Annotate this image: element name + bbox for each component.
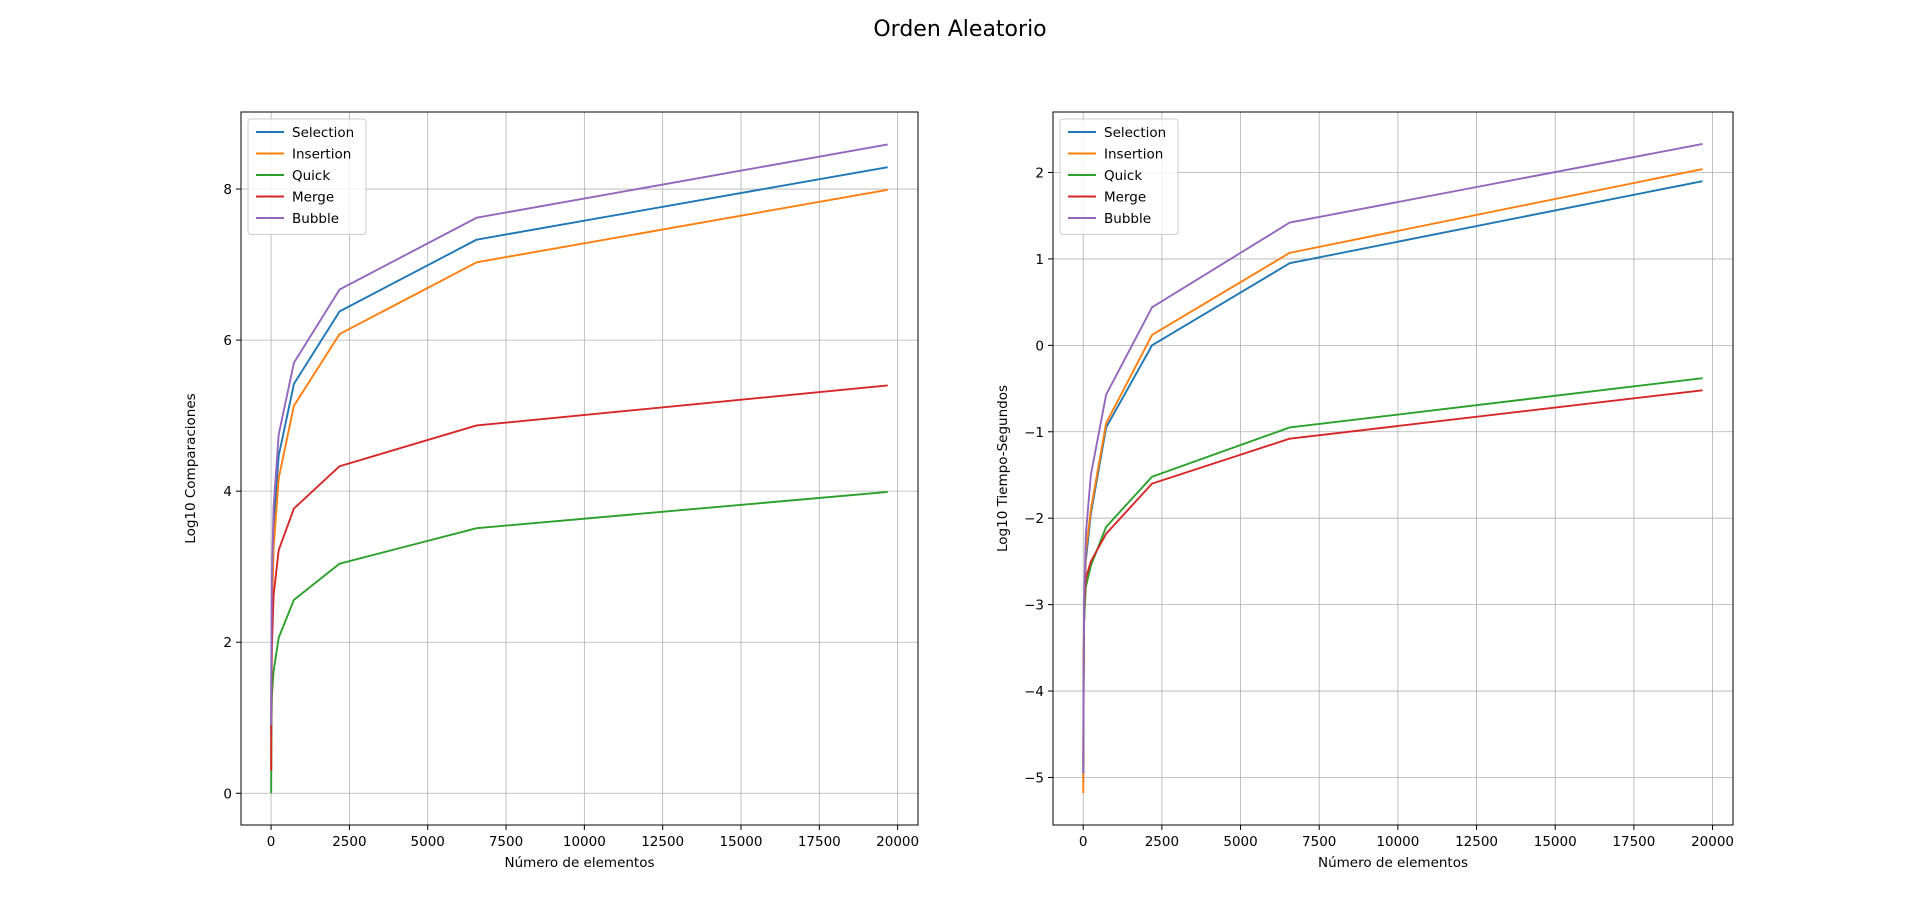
legend-label-bubble: Bubble <box>292 211 339 227</box>
x-tick-label: 7500 <box>1302 834 1336 850</box>
y-tick-label: −4 <box>1024 684 1044 700</box>
legend-label-selection: Selection <box>1104 125 1166 141</box>
plot-tiempo: 0 2500 5000 7500 10000 12500 15000 17500 20000 −5… <box>995 111 1734 871</box>
legend-box <box>247 118 367 235</box>
axes-frame <box>240 111 919 826</box>
y-tick-label: −1 <box>1024 425 1044 441</box>
y-tick-label: 4 <box>223 484 232 500</box>
x-tick-label: 10000 <box>1376 834 1419 850</box>
x-tick-label: 17500 <box>1612 834 1655 850</box>
y-tick-label: 6 <box>223 333 232 349</box>
y-axis-label: Log10 Tiempo-Segundos <box>995 385 1011 552</box>
legend-label-merge: Merge <box>1104 190 1146 206</box>
y-tick-label: −3 <box>1024 598 1044 614</box>
x-tick-label: 12500 <box>1455 834 1498 850</box>
x-tick-label: 20000 <box>876 834 919 850</box>
x-tick-label: 15000 <box>720 834 763 850</box>
legend-label-insertion: Insertion <box>292 147 351 163</box>
x-tick-label: 2500 <box>332 834 366 850</box>
axes-frame <box>1052 111 1734 826</box>
x-tick-label: 17500 <box>798 834 841 850</box>
x-tick-label: 2500 <box>1145 834 1179 850</box>
y-tick-label: 1 <box>1035 252 1044 268</box>
y-tick-label: 0 <box>223 786 232 802</box>
legend-label-quick: Quick <box>292 168 330 184</box>
x-tick-label: 7500 <box>489 834 523 850</box>
plot-comparaciones: 0 2500 5000 7500 10000 12500 15000 17500 20000 0 2… <box>183 111 919 871</box>
x-tick-label: 0 <box>1079 834 1088 850</box>
x-axis-label: Número de elementos <box>504 855 654 871</box>
x-tick-label: 5000 <box>411 834 445 850</box>
x-tick-label: 12500 <box>641 834 684 850</box>
y-axis-label: Log10 Comparaciones <box>183 393 199 543</box>
x-axis-label: Número de elementos <box>1318 855 1468 871</box>
x-tick-label: 15000 <box>1534 834 1577 850</box>
legend-label-bubble: Bubble <box>1104 211 1151 227</box>
y-tick-label: 2 <box>1035 165 1044 181</box>
x-tick-label: 20000 <box>1691 834 1734 850</box>
legend-label-insertion: Insertion <box>1104 147 1163 163</box>
legend-label-selection: Selection <box>292 125 354 141</box>
series-line-bubble <box>270 143 888 726</box>
y-tick-label: −5 <box>1024 770 1044 786</box>
figure-title: Orden Aleatorio <box>873 17 1046 42</box>
x-tick-label: 10000 <box>563 834 606 850</box>
x-tick-label: 0 <box>267 834 276 850</box>
legend-box <box>1059 118 1179 235</box>
y-tick-label: 2 <box>223 635 232 651</box>
y-tick-label: −2 <box>1024 511 1044 527</box>
y-tick-label: 8 <box>223 182 232 198</box>
legend-label-quick: Quick <box>1104 168 1142 184</box>
x-tick-label: 5000 <box>1223 834 1257 850</box>
y-tick-label: 0 <box>1035 338 1044 354</box>
series-line-bubble <box>1082 143 1703 774</box>
legend-label-merge: Merge <box>292 190 334 206</box>
